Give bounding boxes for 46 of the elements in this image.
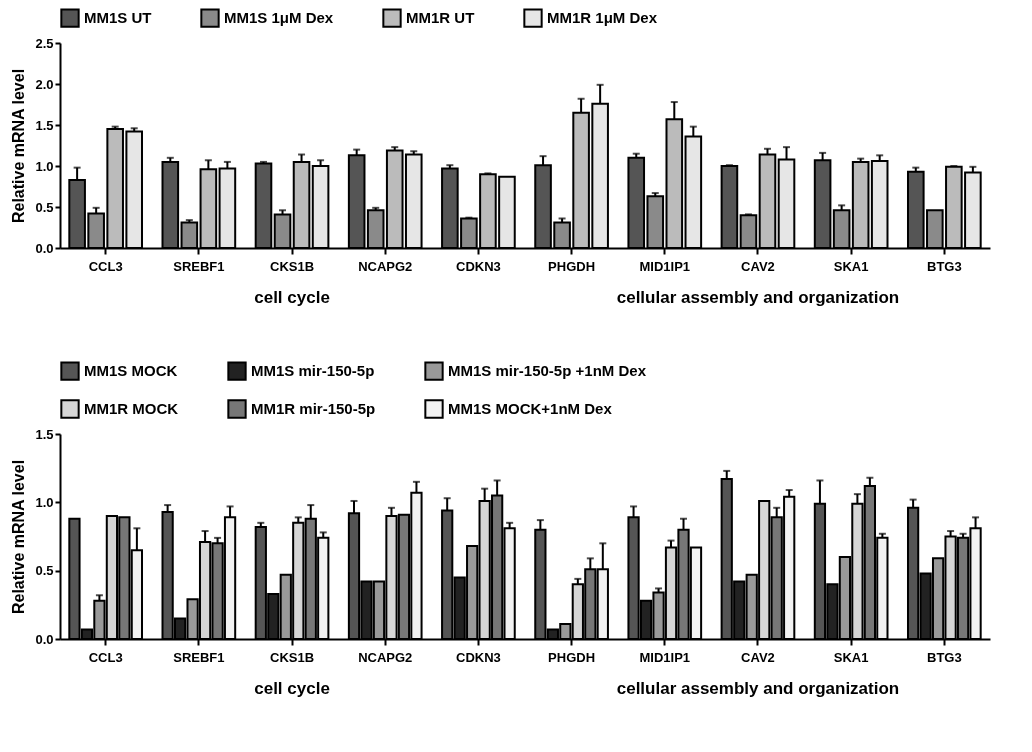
- y-tick-label: 0.5: [35, 563, 54, 579]
- y-tick-label: 2.0: [35, 76, 54, 92]
- y-tick-label: 0.0: [35, 631, 54, 647]
- x-tick-label: NCAPG2: [358, 649, 413, 665]
- text: cell cycle: [254, 288, 330, 307]
- x-tick-label: SREBF1: [173, 649, 225, 665]
- x-tick-label: BTG3: [927, 258, 962, 274]
- y-tick-label: 2.5: [35, 35, 54, 51]
- text: cell cycle: [254, 679, 330, 698]
- legend-label: MM1R MOCK: [84, 400, 179, 417]
- y-axis-title: Relative mRNA level: [10, 459, 28, 615]
- x-tick-label: MID1IP1: [639, 649, 691, 665]
- y-tick-label: 0.0: [35, 240, 54, 256]
- x-tick-label: PHGDH: [548, 649, 596, 665]
- x-tick-label: BTG3: [927, 649, 962, 665]
- x-tick-label: CCL3: [88, 649, 123, 665]
- legend-label: MM1S UT: [84, 9, 152, 27]
- y-axis-title: Relative mRNA level: [10, 68, 28, 224]
- x-tick-label: PHGDH: [548, 258, 596, 274]
- legend-label: MM1S mir-150-5p: [251, 362, 375, 380]
- x-tick-label: SREBF1: [173, 258, 225, 274]
- legend-label: MM1S 1μM Dex: [224, 9, 334, 27]
- legend-label: MM1S mir-150-5p +1nM Dex: [448, 362, 647, 380]
- x-tick-label: CCL3: [88, 258, 123, 274]
- x-tick-label: MID1IP1: [639, 258, 691, 274]
- legend-label: MM1R mir-150-5p: [251, 400, 376, 417]
- x-tick-label: CAV2: [741, 258, 775, 274]
- legend-label: MM1R 1μM Dex: [547, 9, 658, 27]
- x-tick-label: CDKN3: [456, 258, 501, 274]
- text: cellular assembly and organization: [616, 679, 900, 698]
- x-tick-label: CAV2: [741, 649, 775, 665]
- x-tick-label: CDKN3: [456, 649, 501, 665]
- x-tick-label: CKS1B: [269, 258, 315, 274]
- y-tick-label: 1.5: [35, 117, 54, 133]
- y-tick-label: 1.0: [35, 158, 54, 174]
- x-tick-label: NCAPG2: [358, 258, 413, 274]
- x-tick-label: SKA1: [833, 649, 869, 665]
- y-tick-label: 1.5: [35, 426, 54, 442]
- y-tick-label: 1.0: [35, 494, 54, 510]
- legend-label: MM1S MOCK: [84, 362, 178, 380]
- legend-label: MM1S MOCK+1nM Dex: [448, 400, 613, 417]
- x-tick-label: CKS1B: [269, 649, 315, 665]
- y-tick-label: 0.5: [35, 199, 54, 215]
- text: cellular assembly and organization: [616, 288, 900, 307]
- legend-label: MM1R UT: [406, 9, 475, 27]
- x-tick-label: SKA1: [833, 258, 869, 274]
